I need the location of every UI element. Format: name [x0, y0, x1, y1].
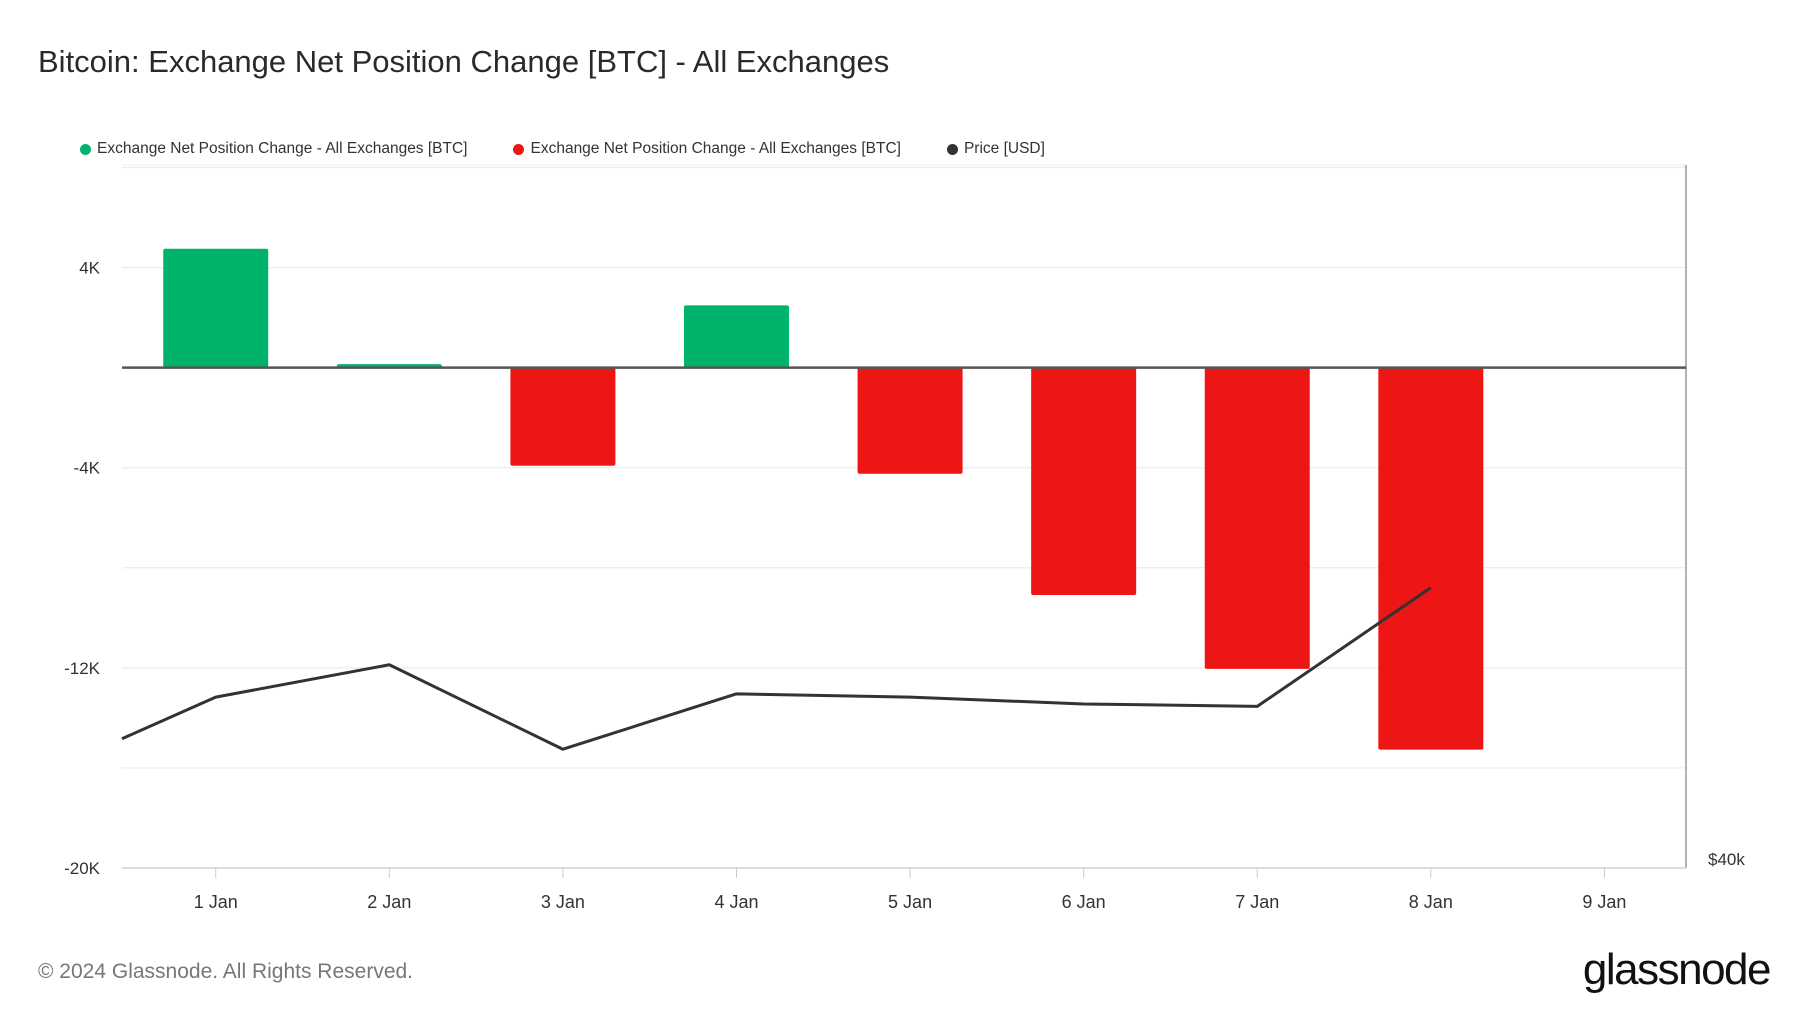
bar [163, 248, 269, 368]
bar [1378, 367, 1484, 750]
legend-dot-dark-icon [946, 143, 958, 155]
x-tick-label: 4 Jan [714, 892, 758, 912]
bar [1204, 367, 1310, 669]
x-tick-label: 5 Jan [888, 892, 932, 912]
bar [510, 367, 616, 466]
legend-item-inflow[interactable]: Exchange Net Position Change - All Excha… [80, 140, 467, 158]
legend-label: Price [USD] [963, 140, 1045, 157]
price-line [121, 586, 1432, 751]
y-tick-label: -12K [64, 659, 101, 678]
y-tick-label: -4K [74, 459, 101, 478]
legend-dot-green-icon [80, 143, 91, 155]
x-tick-label: 6 Jan [1062, 892, 1106, 912]
chart-title: Bitcoin: Exchange Net Position Change [B… [38, 44, 890, 79]
x-tick-label: 1 Jan [194, 892, 238, 912]
x-tick-label: 9 Jan [1582, 892, 1626, 912]
bar [857, 367, 963, 474]
x-tick-label: 3 Jan [541, 892, 585, 912]
x-tick-label: 7 Jan [1235, 892, 1279, 912]
legend-label: Exchange Net Position Change - All Excha… [530, 140, 901, 157]
glassnode-logo: glassnode [1582, 945, 1772, 994]
x-tick-label: 2 Jan [367, 892, 411, 912]
legend-item-price[interactable]: Price [USD] [946, 140, 1045, 158]
bar [683, 305, 789, 368]
copyright: © 2024 Glassnode. All Rights Reserved. [38, 960, 414, 983]
legend-label: Exchange Net Position Change - All Excha… [97, 140, 468, 157]
y2-tick-label: $40k [1708, 850, 1745, 869]
y-tick-label: 4K [79, 259, 100, 278]
legend-item-outflow[interactable]: Exchange Net Position Change - All Excha… [513, 140, 901, 158]
y-tick-label: -20K [64, 859, 101, 878]
legend: Exchange Net Position Change - All Excha… [80, 140, 1045, 158]
x-tick-label: 8 Jan [1409, 892, 1453, 912]
bar [1031, 367, 1137, 596]
legend-dot-red-icon [513, 143, 525, 155]
